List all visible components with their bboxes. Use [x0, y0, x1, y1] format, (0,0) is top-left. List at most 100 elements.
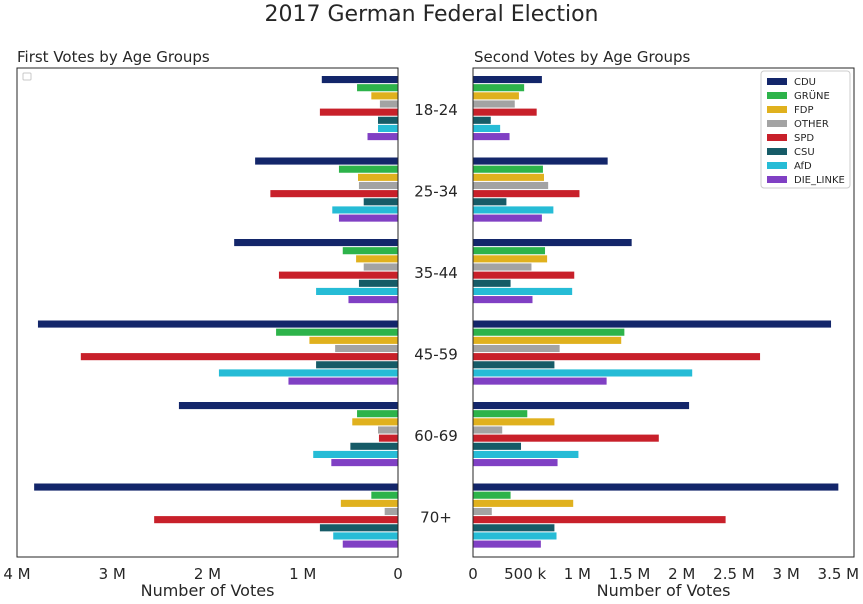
- bar-left-FDP-35-44: [356, 255, 398, 263]
- bar-left-FDP-70+: [340, 499, 398, 507]
- right-x-tick-label: 0: [468, 565, 478, 583]
- bar-left-FDP-60-69: [352, 418, 398, 426]
- legend-swatch-DIE_LINKE: [767, 176, 787, 183]
- bar-right-FDP-35-44: [473, 255, 548, 263]
- left-panel-title: First Votes by Age Groups: [17, 48, 210, 66]
- legend-label-AfD: AfD: [794, 161, 812, 172]
- legend-label-SPD: SPD: [794, 133, 814, 144]
- bar-left-DIE_LINKE-35-44: [348, 296, 398, 304]
- bar-left-CSU-70+: [319, 524, 398, 532]
- right-x-axis-label: Number of Votes: [597, 581, 731, 600]
- bar-left-GRÜNE-60-69: [357, 410, 398, 418]
- legend-swatch-CDU: [767, 78, 787, 85]
- bar-left-AfD-45-59: [218, 369, 398, 377]
- bar-right-DIE_LINKE-70+: [473, 540, 541, 548]
- bar-right-GRÜNE-25-34: [473, 165, 543, 173]
- bar-left-OTHER-70+: [384, 507, 398, 516]
- bar-right-AfD-25-34: [473, 206, 554, 214]
- bar-right-SPD-25-34: [473, 190, 580, 198]
- bar-right-DIE_LINKE-45-59: [473, 377, 607, 385]
- bar-left-OTHER-35-44: [363, 263, 398, 271]
- right-x-tick-label: 2.5 M: [713, 565, 755, 583]
- bar-right-CSU-45-59: [473, 361, 555, 369]
- bar-left-DIE_LINKE-70+: [342, 540, 398, 548]
- bar-left-FDP-25-34: [357, 173, 398, 181]
- bar-right-CDU-45-59: [473, 320, 832, 328]
- legend-swatch-GRÜNE: [767, 92, 787, 99]
- right-x-tick-label: 1.5 M: [609, 565, 651, 583]
- right-x-tick-label: 3 M: [773, 565, 800, 583]
- bar-left-GRÜNE-18-24: [357, 84, 398, 92]
- bar-right-CSU-25-34: [473, 198, 507, 206]
- bar-left-AfD-70+: [333, 532, 398, 540]
- left-x-tick-label: 4 M: [3, 565, 30, 583]
- bar-left-GRÜNE-25-34: [338, 165, 398, 173]
- bar-right-SPD-70+: [473, 516, 726, 524]
- legend-label-GRÜNE: GRÜNE: [794, 89, 830, 102]
- bar-left-OTHER-25-34: [358, 181, 398, 190]
- right-x-tick-label: 500 k: [504, 565, 546, 583]
- bar-left-FDP-18-24: [371, 92, 398, 100]
- bar-left-AfD-25-34: [332, 206, 398, 214]
- left-x-tick-label: 2 M: [194, 565, 221, 583]
- bar-left-SPD-45-59: [80, 353, 398, 361]
- legend-swatch-CSU: [767, 148, 787, 155]
- left-axes-frame: [16, 67, 399, 558]
- bar-right-CSU-18-24: [473, 116, 491, 124]
- legend-swatch-AfD: [767, 162, 787, 169]
- bar-left-DIE_LINKE-25-34: [338, 214, 398, 222]
- right-x-tick-label: 2 M: [668, 565, 695, 583]
- bar-right-SPD-35-44: [473, 271, 575, 279]
- bar-left-GRÜNE-70+: [371, 491, 398, 499]
- bar-left-CDU-25-34: [255, 157, 398, 165]
- bar-left-DIE_LINKE-18-24: [367, 133, 398, 141]
- bar-right-CDU-70+: [473, 483, 839, 491]
- bar-left-OTHER-45-59: [335, 344, 398, 353]
- bar-left-SPD-35-44: [278, 271, 398, 279]
- legend-label-CDU: CDU: [794, 77, 816, 88]
- age-group-label: 70+: [420, 508, 452, 526]
- left-legend-empty-box: [22, 72, 32, 81]
- bar-right-OTHER-60-69: [473, 426, 503, 434]
- right-x-tick-label: 3.5 M: [818, 565, 860, 583]
- figure-title: 2017 German Federal Election: [264, 2, 599, 27]
- bar-left-CDU-60-69: [178, 402, 398, 410]
- bar-right-GRÜNE-45-59: [473, 328, 625, 336]
- bar-right-DIE_LINKE-18-24: [473, 133, 510, 141]
- age-group-label: 18-24: [414, 101, 458, 119]
- legend-swatch-SPD: [767, 134, 787, 141]
- right-x-tick-label: 1 M: [564, 565, 591, 583]
- bar-right-GRÜNE-60-69: [473, 410, 528, 418]
- bar-right-CDU-18-24: [473, 76, 542, 84]
- bar-left-DIE_LINKE-45-59: [288, 377, 398, 385]
- bar-left-GRÜNE-45-59: [276, 328, 398, 336]
- bar-left-SPD-25-34: [270, 190, 398, 198]
- bar-right-SPD-45-59: [473, 353, 761, 361]
- left-x-tick-label: 3 M: [99, 565, 126, 583]
- bar-right-OTHER-35-44: [473, 263, 532, 271]
- bar-left-FDP-45-59: [309, 336, 398, 344]
- bar-left-CSU-60-69: [350, 442, 398, 450]
- bar-left-CSU-35-44: [358, 279, 398, 287]
- bar-right-OTHER-18-24: [473, 100, 515, 108]
- bar-left-SPD-18-24: [319, 108, 398, 116]
- legend-label-DIE_LINKE: DIE_LINKE: [794, 175, 845, 186]
- bar-right-DIE_LINKE-35-44: [473, 296, 533, 304]
- bar-left-AfD-35-44: [316, 287, 398, 295]
- bar-right-AfD-60-69: [473, 450, 579, 458]
- bar-right-CDU-60-69: [473, 402, 690, 410]
- bar-left-OTHER-60-69: [377, 426, 398, 434]
- left-x-axis-label: Number of Votes: [141, 581, 275, 600]
- legend-label-CSU: CSU: [794, 147, 815, 158]
- bar-left-CDU-18-24: [321, 76, 398, 84]
- age-group-label: 25-34: [414, 182, 458, 200]
- bar-right-FDP-70+: [473, 499, 574, 507]
- bar-right-OTHER-25-34: [473, 181, 549, 190]
- right-axes-frame: [472, 67, 855, 558]
- age-group-label: 45-59: [414, 345, 458, 363]
- bar-right-AfD-18-24: [473, 124, 501, 132]
- bar-right-OTHER-70+: [473, 507, 492, 516]
- bar-right-DIE_LINKE-25-34: [473, 214, 542, 222]
